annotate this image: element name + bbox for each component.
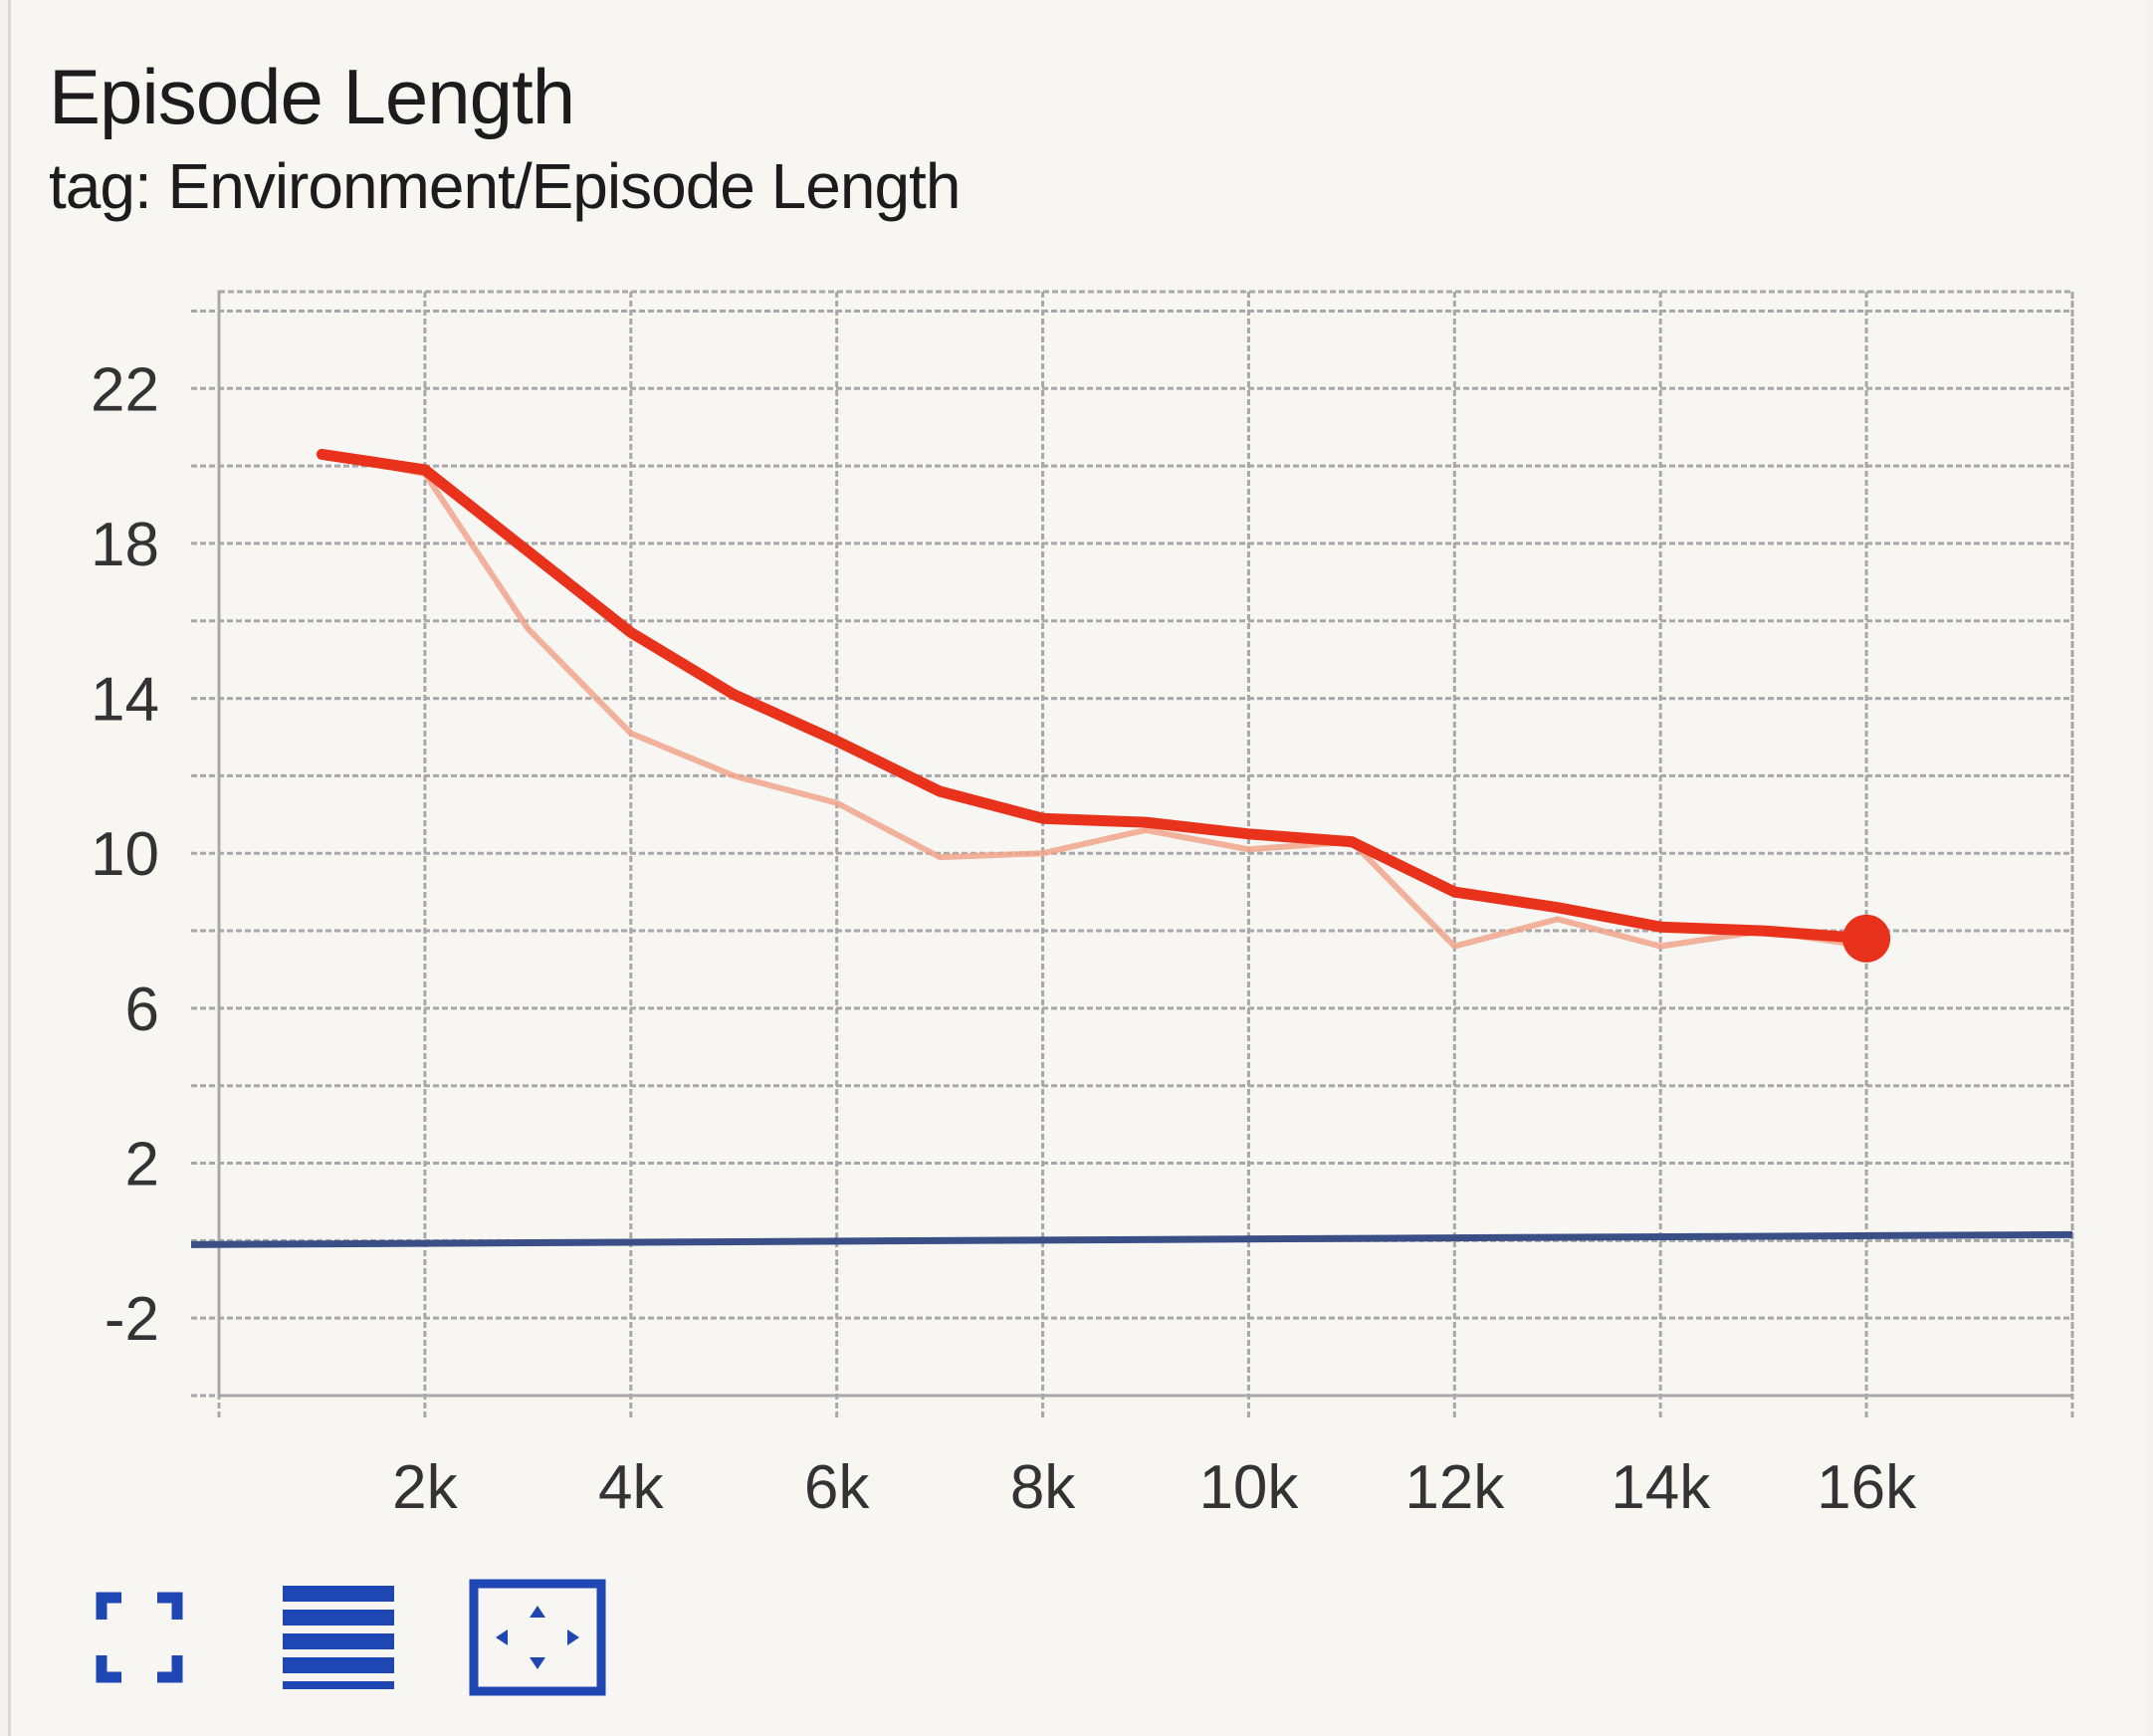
x-tick-label: 6k [804,1453,870,1522]
zero-line [190,1230,2073,1248]
x-tick-label: 2k [392,1453,458,1522]
smoothed-point [628,630,633,635]
y-tick-label: 10 [91,820,159,889]
y-tick-labels: -2 2 6 10 14 18 22 [91,355,159,1354]
raw-point [1144,828,1148,832]
raw-point [629,732,633,736]
smoothed-point [1452,890,1457,895]
grid [191,290,2074,1417]
smoothed-point [320,452,324,457]
plot-border [217,290,2074,1398]
y-tick-label: 22 [91,355,159,424]
y-tick-label: 6 [125,976,159,1044]
final-marker-layer [1842,914,1891,963]
legend-toggle-icon [283,1586,394,1689]
x-tick-label: 14k [1611,1453,1711,1522]
scalar-card: Episode Length tag: Environment/Episode … [8,0,2148,1736]
chart-title: Episode Length [49,53,575,140]
smoothed-point [1144,820,1148,825]
x-tick-labels: 2k 4k 6k 8k 10k 12k 14k 16k [392,1453,1917,1522]
raw-point [1658,945,1662,949]
raw-point [1041,851,1045,855]
raw-series-line [319,451,1870,950]
y-tick-label: 2 [125,1131,159,1199]
raw-point [835,801,839,805]
chart-tag: tag: Environment/Episode Length [49,150,961,222]
series-lines [316,448,1872,950]
smoothed-point [1040,816,1045,821]
raw-point [526,627,530,631]
x-tick-label: 12k [1404,1453,1505,1522]
smoothed-point [1761,929,1766,934]
zero-axis-line [190,1230,2073,1248]
raw-point [1452,945,1456,949]
smoothed-point [422,467,427,472]
raw-point [1246,847,1250,851]
x-tick-label: 8k [1010,1453,1076,1522]
smoothed-point [1349,839,1354,844]
raw-point [732,773,736,777]
raw-point [1556,917,1560,921]
raw-point [938,855,942,859]
y-tick-label: 14 [91,666,159,735]
fit-domain-icon [469,1579,606,1696]
smoothed-point [526,548,531,553]
x-tick-label: 10k [1198,1453,1299,1522]
fit-domain-button[interactable] [468,1578,607,1697]
smoothed-series-line [316,448,1872,945]
x-tick-label: 16k [1817,1453,1917,1522]
smoothed-point [1555,905,1560,910]
smoothed-point [732,692,737,697]
smoothed-point [938,788,943,793]
legend-toggle-button[interactable] [279,1578,398,1697]
fullscreen-button[interactable] [90,1578,189,1697]
smoothed-point [1658,925,1663,930]
smoothed-point [834,739,839,744]
y-tick-label: -2 [105,1285,159,1354]
x-tick-label: 4k [598,1453,664,1522]
y-tick-label: 18 [91,511,159,579]
smoothed-point [1246,831,1251,836]
fullscreen-icon [96,1592,183,1683]
final-value-marker [1842,914,1891,963]
